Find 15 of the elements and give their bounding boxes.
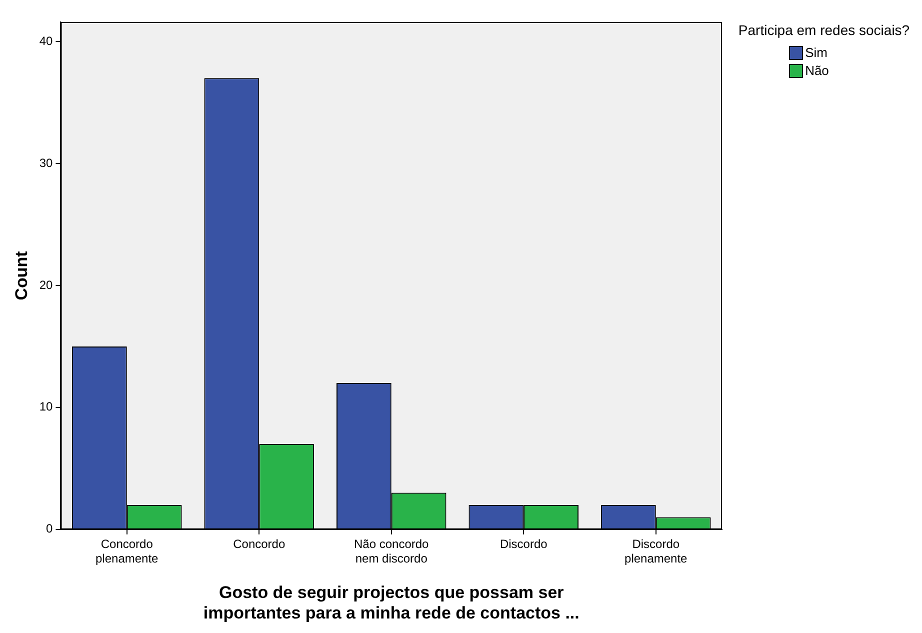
y-tick-label: 20 <box>39 278 54 292</box>
legend-label: Sim <box>805 44 828 62</box>
y-tick-label: 30 <box>39 156 54 170</box>
x-tick-label: Concordo plenamente <box>96 536 159 566</box>
x-tick-label: Discordo <box>500 536 548 551</box>
y-tick-label: 40 <box>39 34 54 48</box>
x-tick-label: Concordo <box>233 536 286 551</box>
legend-label: Não <box>805 62 829 80</box>
legend-title: Participa em redes sociais? <box>737 22 911 38</box>
x-tick-label: Discordo plenamente <box>624 536 688 566</box>
x-axis-title: Gosto de seguir projectos que possam ser importantes para a minha rede de contactos ... <box>203 583 580 622</box>
y-tick-label: 10 <box>39 400 54 414</box>
x-tick-label: Não concordo nem discordo <box>354 536 430 566</box>
y-tick-label: 0 <box>46 522 54 536</box>
y-axis-title: Count <box>12 250 31 300</box>
